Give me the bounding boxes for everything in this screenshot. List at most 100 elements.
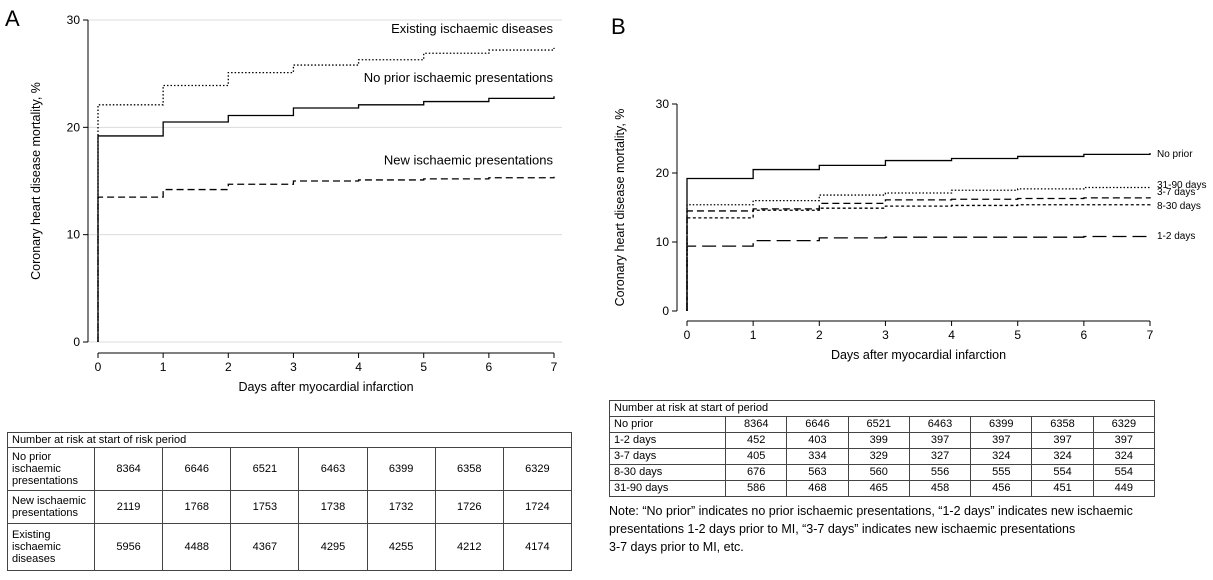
table-cell: 556	[908, 464, 972, 481]
y-axis-title: Coronary heart disease mortality, %	[613, 109, 627, 307]
x-tick-label: 0	[95, 360, 102, 374]
table-cell: 403	[786, 432, 849, 449]
table-cell: 4174	[502, 523, 573, 571]
row-label: 31-90 days	[608, 480, 727, 497]
table-row: No prior 8364 6646 6521 6463 6399 6358 6…	[608, 416, 1156, 433]
panel-b-letter: B	[611, 14, 626, 39]
row-label: 1-2 days	[608, 432, 727, 449]
x-tick-label: 5	[1014, 328, 1021, 342]
table-cell: 6399	[366, 447, 436, 491]
panel-a-letter: A	[5, 6, 20, 31]
series-line-a-1	[97, 47, 555, 342]
series-line-b-3	[686, 197, 1151, 311]
table-cell: 329	[847, 448, 910, 465]
series-label-b-4: 8-30 days	[1157, 201, 1201, 212]
table-cell: 8364	[93, 447, 164, 491]
x-tick-label: 3	[882, 328, 889, 342]
table-cell: 1768	[162, 490, 232, 524]
y-tick-label: 30	[656, 97, 670, 111]
x-tick-label: 3	[290, 360, 297, 374]
y-tick-label: 10	[67, 228, 81, 242]
table-cell: 586	[725, 480, 788, 497]
table-cell: 6463	[908, 416, 972, 433]
table-cell: 6646	[162, 447, 232, 491]
x-tick-label: 7	[551, 360, 558, 374]
table-cell: 324	[1031, 448, 1094, 465]
y-axis-title: Coronary heart disease mortality, %	[29, 82, 43, 280]
series-label-b-3: 3-7 days	[1157, 187, 1195, 198]
x-tick-label: 4	[948, 328, 955, 342]
table-cell: 1732	[366, 490, 436, 524]
table-cell: 554	[1092, 464, 1156, 481]
y-tick-label: 30	[67, 13, 81, 27]
y-tick-label: 20	[656, 166, 670, 180]
table-cell: 6521	[230, 447, 300, 491]
row-label: Existing ischaemic diseases	[7, 523, 95, 571]
table-row: 1-2 days 452 403 399 397 397 397 397	[608, 432, 1156, 449]
row-label: New ischaemic presentations	[7, 490, 95, 524]
risk-table-b-caption: Number at risk at start of period	[609, 400, 1155, 417]
series-label-b-1: No prior	[1157, 149, 1193, 160]
table-cell: 324	[970, 448, 1033, 465]
series-label-a-3: New ischaemic presentations	[384, 153, 554, 168]
footnote-line: Note: “No prior” indicates no prior isch…	[609, 504, 1133, 518]
x-tick-label: 7	[1147, 328, 1154, 342]
table-row: 31-90 days 586 468 465 458 456 451 449	[608, 480, 1156, 497]
table-cell: 4367	[230, 523, 300, 571]
table-row: New ischaemic presentations 2119 1768 17…	[7, 490, 573, 524]
table-cell: 6646	[786, 416, 849, 433]
table-cell: 458	[908, 480, 972, 497]
y-tick-label: 10	[656, 235, 670, 249]
row-label: 8-30 days	[608, 464, 727, 481]
table-cell: 6399	[970, 416, 1033, 433]
table-row: No prior ischaemic presentations 8364 66…	[7, 447, 573, 491]
table-cell: 554	[1031, 464, 1094, 481]
table-cell: 1724	[502, 490, 573, 524]
series-label-a-2: No prior ischaemic presentations	[364, 70, 554, 85]
x-axis-title: Days after myocardial infarction	[831, 348, 1006, 362]
table-cell: 1753	[230, 490, 300, 524]
table-cell: 676	[725, 464, 788, 481]
table-cell: 327	[908, 448, 972, 465]
table-cell: 334	[786, 448, 849, 465]
table-row: Existing ischaemic diseases 5956 4488 43…	[7, 523, 573, 571]
series-line-a-3	[97, 176, 555, 342]
series-line-b-4	[686, 204, 1151, 311]
table-cell: 6329	[1092, 416, 1156, 433]
x-tick-label: 0	[684, 328, 691, 342]
row-label: 3-7 days	[608, 448, 727, 465]
table-cell: 405	[725, 448, 788, 465]
table-cell: 4212	[434, 523, 504, 571]
table-cell: 6521	[847, 416, 910, 433]
y-tick-label: 0	[662, 304, 669, 318]
table-cell: 4255	[366, 523, 436, 571]
table-cell: 5956	[93, 523, 164, 571]
table-cell: 397	[1092, 432, 1156, 449]
series-line-b-1	[686, 152, 1151, 311]
x-tick-label: 2	[225, 360, 232, 374]
table-cell: 397	[908, 432, 972, 449]
table-row: 8-30 days 676 563 560 556 555 554 554	[608, 464, 1156, 481]
table-cell: 451	[1031, 480, 1094, 497]
y-tick-label: 0	[73, 335, 80, 349]
table-cell: 6358	[434, 447, 504, 491]
footnote-line: presentations 1-2 days prior to MI, “3-7…	[609, 522, 1076, 536]
table-cell: 555	[970, 464, 1033, 481]
series-label-a-1: Existing ischaemic diseases	[391, 21, 553, 36]
chart-a: 0 10 20 30 0 1 2 3 4 5 6 7 Days after myocardial inf…	[29, 13, 562, 394]
chart-b: 0 10 20 30 0 1 2 3 4 5 6 7 Days after myocardial inf…	[613, 97, 1206, 362]
table-cell: 456	[970, 480, 1033, 497]
footnote: Note: “No prior” indicates no prior isch…	[609, 502, 1209, 556]
table-cell: 1738	[298, 490, 368, 524]
footnote-line: 3-7 days prior to MI, etc.	[609, 540, 744, 554]
x-tick-label: 5	[420, 360, 427, 374]
table-cell: 6358	[1031, 416, 1094, 433]
x-tick-label: 4	[355, 360, 362, 374]
x-tick-label: 6	[1081, 328, 1088, 342]
table-cell: 4295	[298, 523, 368, 571]
table-cell: 397	[1031, 432, 1094, 449]
row-label: No prior ischaemic presentations	[7, 447, 95, 491]
y-tick-label: 20	[67, 120, 81, 134]
table-cell: 399	[847, 432, 910, 449]
table-cell: 2119	[93, 490, 164, 524]
